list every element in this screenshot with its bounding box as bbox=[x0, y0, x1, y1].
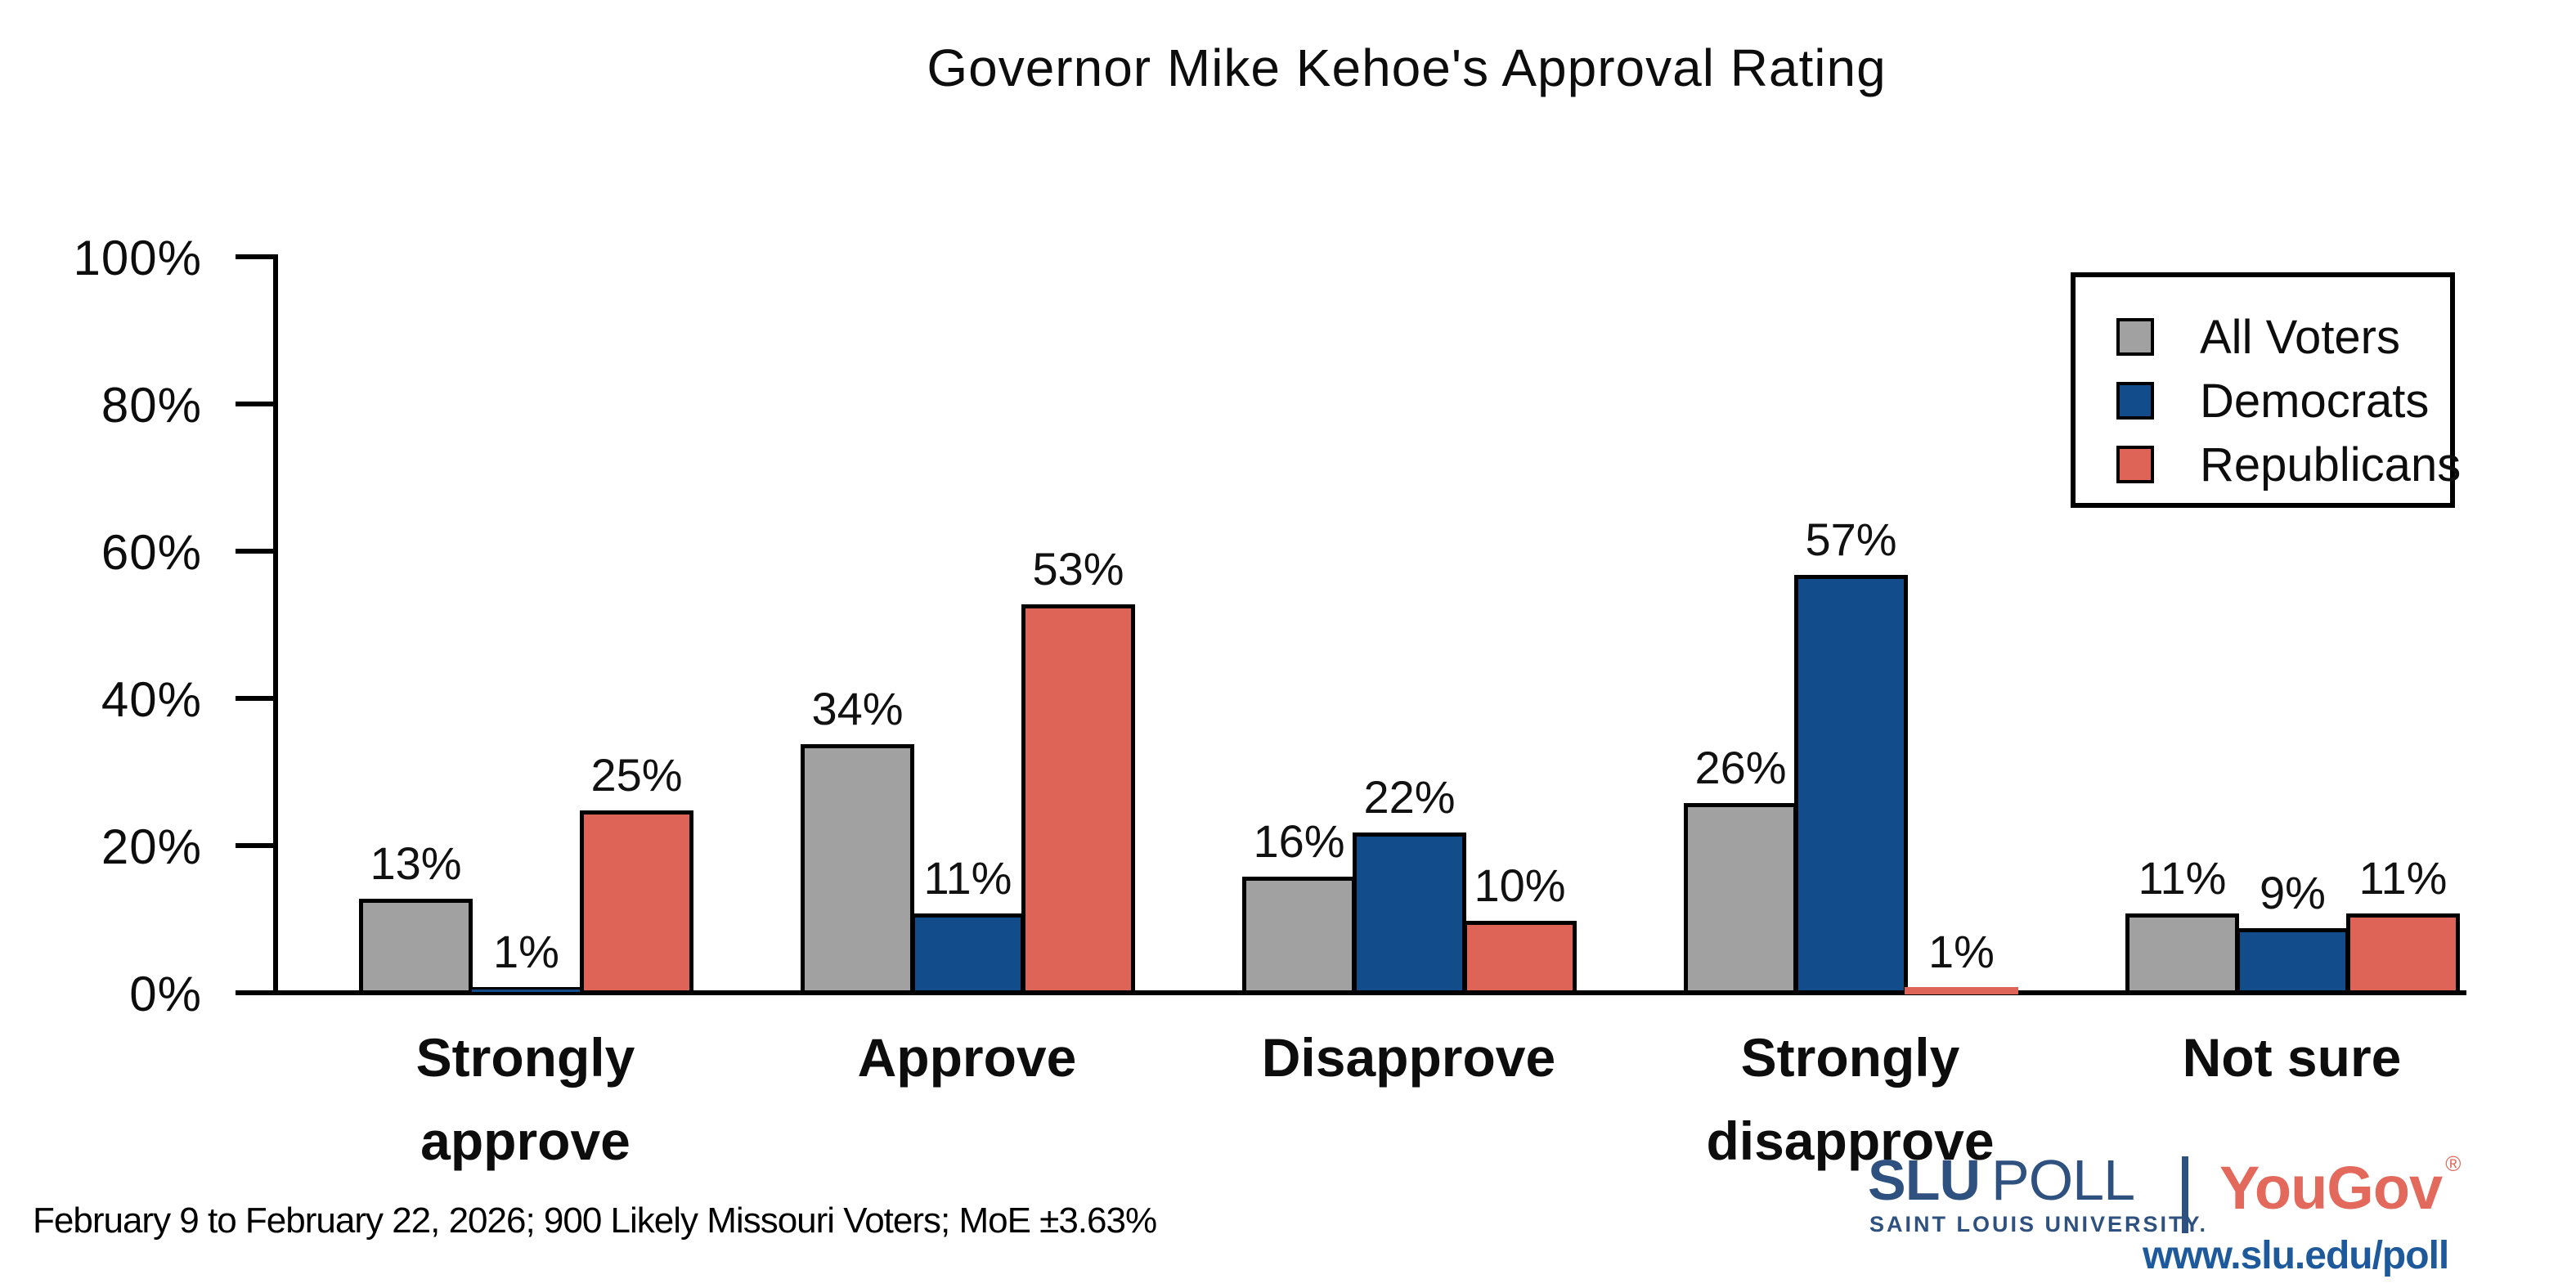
category-label-line: Approve bbox=[857, 1027, 1077, 1088]
bar-value-label: 13% bbox=[370, 837, 462, 889]
y-tick bbox=[236, 254, 273, 259]
category-label-line: Not sure bbox=[2182, 1027, 2402, 1088]
category-label-line: disapprove bbox=[1706, 1111, 1995, 1171]
category-label-line: Strongly bbox=[415, 1027, 635, 1088]
bar-value-label: 10% bbox=[1474, 859, 1566, 911]
bar-value-label: 25% bbox=[590, 749, 683, 801]
chart-title: Governor Mike Kehoe's Approval Rating bbox=[927, 38, 1887, 97]
bar bbox=[2125, 913, 2239, 994]
y-tick-label: 80% bbox=[101, 378, 202, 433]
legend: All Voters Democrats Republicans bbox=[2071, 272, 2461, 508]
y-tick bbox=[236, 549, 273, 554]
legend-item: Democrats bbox=[2076, 369, 2450, 433]
bar-value-label: 1% bbox=[1928, 926, 1995, 977]
bar-value-label: 16% bbox=[1253, 815, 1345, 867]
y-tick bbox=[236, 696, 273, 701]
legend-rows: All Voters Democrats Republicans bbox=[2076, 305, 2461, 496]
bar bbox=[2346, 913, 2460, 994]
slu-logo-text: SLU bbox=[1868, 1148, 1981, 1212]
bar bbox=[1905, 987, 2018, 994]
bar bbox=[1242, 877, 1356, 994]
bar bbox=[359, 899, 473, 994]
category-label: Strongly approve bbox=[338, 1016, 714, 1183]
slu-poll-logo: SLU POLL bbox=[1868, 1148, 2135, 1212]
legend-swatch bbox=[2116, 382, 2154, 420]
y-tick-label: 0% bbox=[129, 967, 202, 1021]
category-label: Approve bbox=[779, 1016, 1156, 1099]
y-axis-line bbox=[273, 254, 278, 995]
category-label-line: Disapprove bbox=[1261, 1027, 1556, 1088]
bar-value-label: 34% bbox=[811, 683, 904, 734]
footnote: February 9 to February 22, 2026; 900 Lik… bbox=[33, 1200, 1157, 1241]
category-label-line: approve bbox=[420, 1111, 631, 1171]
bar bbox=[1021, 604, 1135, 994]
legend-label: Democrats bbox=[2200, 374, 2430, 428]
legend-swatch bbox=[2116, 446, 2154, 483]
yougov-logo: YouGov ® bbox=[2219, 1151, 2461, 1223]
bar-value-label: 11% bbox=[2358, 852, 2448, 904]
category-label: Not sure bbox=[2104, 1016, 2480, 1099]
bar bbox=[1463, 921, 1577, 994]
y-tick-label: 60% bbox=[101, 525, 202, 580]
category-label-line: Strongly bbox=[1740, 1027, 1960, 1088]
bar bbox=[469, 987, 583, 994]
poll-logo-text: POLL bbox=[1991, 1148, 2135, 1212]
y-tick-label: 100% bbox=[73, 231, 202, 285]
bar bbox=[2236, 928, 2349, 994]
legend-label: Republicans bbox=[2200, 438, 2462, 491]
bar bbox=[801, 744, 914, 994]
bar-value-label: 1% bbox=[493, 926, 559, 977]
legend-item: All Voters bbox=[2076, 305, 2450, 369]
category-label: Strongly disapprove bbox=[1663, 1016, 2039, 1183]
bar-value-label: 9% bbox=[2260, 867, 2326, 918]
bar-value-label: 53% bbox=[1032, 543, 1124, 595]
yougov-logo-text: YouGov bbox=[2219, 1154, 2443, 1222]
slu-subtitle: SAINT LOUIS UNIVERSITY. bbox=[1869, 1212, 2209, 1236]
brand-divider bbox=[2182, 1156, 2188, 1233]
bar-value-label: 26% bbox=[1694, 742, 1787, 793]
legend-item: Republicans bbox=[2076, 433, 2461, 496]
bar-value-label: 11% bbox=[2138, 852, 2227, 904]
bar bbox=[911, 913, 1025, 994]
bar bbox=[1684, 803, 1797, 994]
y-tick-label: 40% bbox=[101, 672, 202, 727]
category-label: Disapprove bbox=[1221, 1016, 1597, 1099]
y-tick-label: 20% bbox=[101, 819, 202, 874]
bar bbox=[1353, 832, 1466, 994]
y-tick bbox=[236, 843, 273, 848]
legend-swatch bbox=[2116, 318, 2154, 356]
legend-label: All Voters bbox=[2200, 310, 2400, 364]
registered-mark: ® bbox=[2445, 1151, 2461, 1176]
bar bbox=[580, 810, 693, 994]
bar bbox=[1794, 575, 1908, 994]
bar-value-label: 11% bbox=[923, 852, 1012, 904]
bar-value-label: 22% bbox=[1363, 771, 1456, 823]
bar-value-label: 57% bbox=[1805, 514, 1897, 565]
poll-url: www.slu.edu/poll bbox=[2143, 1234, 2449, 1277]
y-tick bbox=[236, 402, 273, 406]
